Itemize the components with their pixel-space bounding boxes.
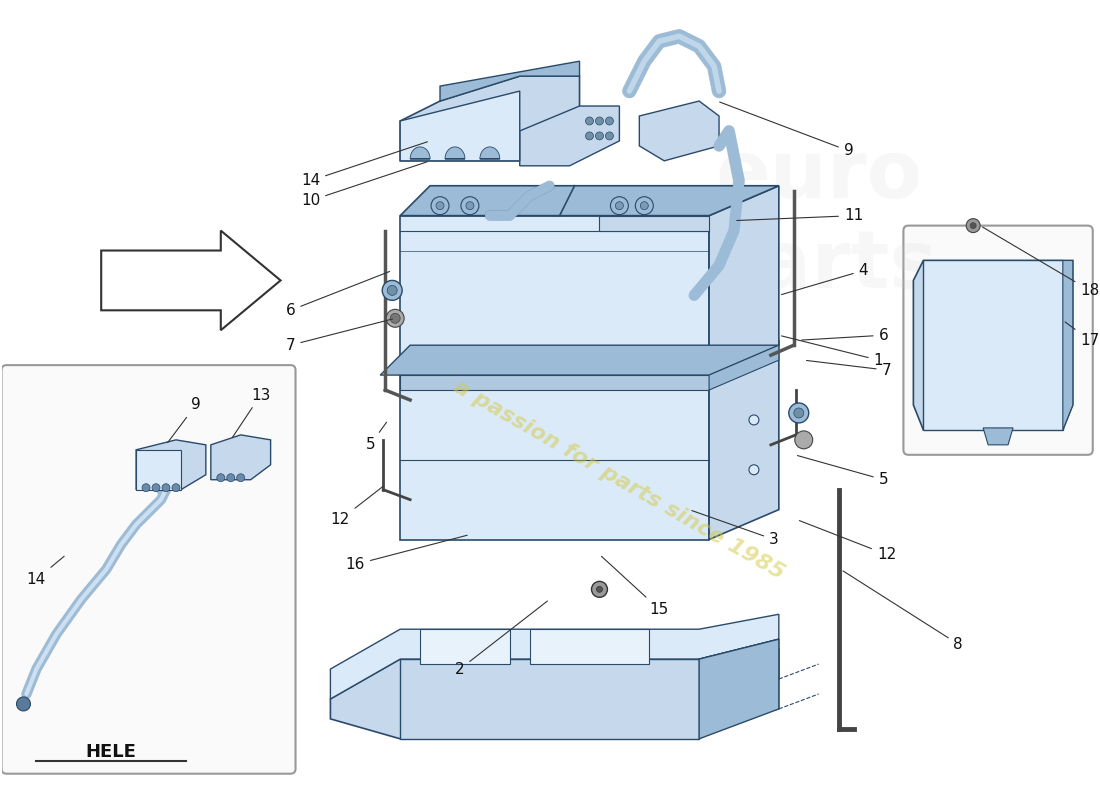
Circle shape bbox=[217, 474, 224, 482]
Text: 11: 11 bbox=[737, 208, 864, 223]
Circle shape bbox=[592, 582, 607, 598]
Polygon shape bbox=[400, 659, 700, 739]
Polygon shape bbox=[400, 370, 710, 539]
Text: 12: 12 bbox=[331, 486, 383, 527]
Circle shape bbox=[461, 197, 478, 214]
Text: HELE: HELE bbox=[86, 742, 136, 761]
Circle shape bbox=[795, 431, 813, 449]
Circle shape bbox=[386, 310, 404, 327]
Polygon shape bbox=[400, 76, 580, 161]
Text: 6: 6 bbox=[802, 328, 889, 342]
Polygon shape bbox=[639, 101, 719, 161]
Polygon shape bbox=[420, 630, 509, 664]
Text: 9: 9 bbox=[167, 398, 201, 442]
Polygon shape bbox=[923, 261, 1063, 430]
Text: 12: 12 bbox=[800, 521, 896, 562]
Polygon shape bbox=[913, 261, 1072, 430]
Text: 3: 3 bbox=[692, 510, 779, 547]
Polygon shape bbox=[101, 230, 280, 330]
Text: 6: 6 bbox=[286, 271, 389, 318]
Circle shape bbox=[172, 484, 180, 492]
Circle shape bbox=[596, 586, 603, 592]
Text: 10: 10 bbox=[301, 162, 428, 208]
Circle shape bbox=[585, 117, 594, 125]
Circle shape bbox=[970, 222, 976, 229]
Text: 15: 15 bbox=[602, 556, 669, 617]
Polygon shape bbox=[136, 440, 206, 490]
Polygon shape bbox=[400, 91, 519, 161]
Circle shape bbox=[387, 286, 397, 295]
Polygon shape bbox=[710, 186, 779, 375]
Polygon shape bbox=[211, 435, 271, 480]
Circle shape bbox=[585, 132, 594, 140]
Circle shape bbox=[615, 202, 624, 210]
Circle shape bbox=[749, 415, 759, 425]
Polygon shape bbox=[710, 345, 779, 390]
Circle shape bbox=[152, 484, 160, 492]
Polygon shape bbox=[519, 106, 619, 166]
Circle shape bbox=[794, 408, 804, 418]
Polygon shape bbox=[600, 216, 710, 230]
Polygon shape bbox=[700, 639, 779, 729]
Circle shape bbox=[610, 197, 628, 214]
Circle shape bbox=[431, 197, 449, 214]
Circle shape bbox=[636, 197, 653, 214]
FancyBboxPatch shape bbox=[1, 365, 296, 774]
Circle shape bbox=[227, 474, 234, 482]
Text: 14: 14 bbox=[26, 556, 64, 587]
Text: 7: 7 bbox=[286, 319, 393, 353]
Circle shape bbox=[382, 281, 403, 300]
Text: 16: 16 bbox=[345, 535, 467, 572]
Text: 5: 5 bbox=[365, 422, 386, 452]
Circle shape bbox=[789, 403, 808, 423]
Circle shape bbox=[390, 314, 400, 323]
Circle shape bbox=[595, 117, 604, 125]
Circle shape bbox=[605, 117, 614, 125]
Circle shape bbox=[595, 132, 604, 140]
Polygon shape bbox=[440, 61, 580, 101]
Circle shape bbox=[236, 474, 244, 482]
Polygon shape bbox=[400, 216, 710, 375]
Circle shape bbox=[466, 202, 474, 210]
Text: a passion for parts since 1985: a passion for parts since 1985 bbox=[451, 377, 789, 583]
Polygon shape bbox=[136, 450, 180, 490]
Circle shape bbox=[16, 697, 31, 711]
Polygon shape bbox=[330, 614, 779, 699]
Polygon shape bbox=[381, 345, 779, 375]
Text: 9: 9 bbox=[719, 102, 854, 158]
Polygon shape bbox=[480, 147, 499, 159]
Polygon shape bbox=[530, 630, 649, 664]
FancyBboxPatch shape bbox=[903, 226, 1092, 455]
Text: euro
parts: euro parts bbox=[700, 137, 938, 305]
Text: 5: 5 bbox=[798, 455, 889, 487]
Circle shape bbox=[966, 218, 980, 233]
Polygon shape bbox=[710, 340, 779, 539]
Polygon shape bbox=[410, 147, 430, 159]
Circle shape bbox=[605, 132, 614, 140]
Polygon shape bbox=[1063, 261, 1072, 430]
Circle shape bbox=[162, 484, 170, 492]
Circle shape bbox=[436, 202, 444, 210]
Circle shape bbox=[749, 465, 759, 474]
Circle shape bbox=[142, 484, 150, 492]
Circle shape bbox=[640, 202, 648, 210]
Text: 17: 17 bbox=[1065, 322, 1099, 348]
Text: 13: 13 bbox=[232, 387, 271, 438]
Text: 2: 2 bbox=[455, 601, 548, 677]
Text: 1: 1 bbox=[781, 336, 883, 368]
Polygon shape bbox=[446, 147, 465, 159]
Text: 14: 14 bbox=[301, 142, 428, 188]
Text: 7: 7 bbox=[806, 361, 891, 378]
Text: 4: 4 bbox=[781, 263, 868, 294]
Polygon shape bbox=[400, 186, 779, 216]
Polygon shape bbox=[400, 375, 710, 390]
Text: 18: 18 bbox=[982, 227, 1099, 298]
Text: 8: 8 bbox=[843, 571, 962, 652]
Polygon shape bbox=[330, 649, 779, 739]
Polygon shape bbox=[700, 639, 779, 739]
Polygon shape bbox=[983, 428, 1013, 445]
